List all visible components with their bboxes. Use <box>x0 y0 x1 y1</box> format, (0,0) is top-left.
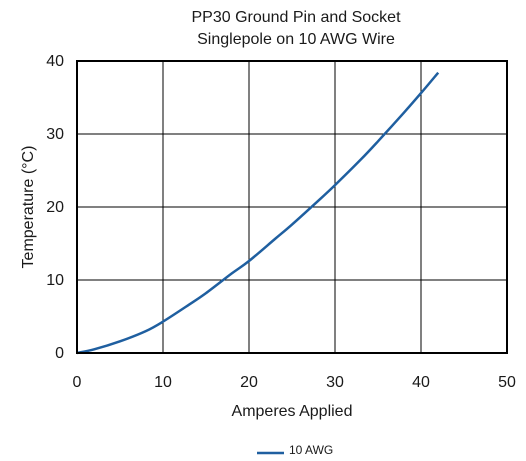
chart-title-line-1: PP30 Ground Pin and Socket <box>191 9 401 26</box>
x-tick-label-4: 40 <box>412 374 430 391</box>
y-tick-labels: 0 10 20 30 40 <box>46 53 64 362</box>
x-tick-label-3: 30 <box>326 374 344 391</box>
x-tick-labels: 0 10 20 30 40 50 <box>73 374 516 391</box>
y-tick-label-2: 20 <box>46 199 64 216</box>
x-tick-label-2: 20 <box>240 374 258 391</box>
x-tick-label-5: 50 <box>498 374 516 391</box>
x-tick-label-0: 0 <box>73 374 82 391</box>
y-tick-label-1: 10 <box>46 272 64 289</box>
y-tick-label-4: 40 <box>46 53 64 70</box>
legend: 10 AWG <box>257 443 333 457</box>
chart-title-line-2: Singlepole on 10 AWG Wire <box>197 31 395 48</box>
y-tick-label-0: 0 <box>55 345 64 362</box>
x-axis-label: Amperes Applied <box>232 403 353 420</box>
series-line-10-awg <box>76 71 440 355</box>
legend-label-10-awg: 10 AWG <box>289 443 333 457</box>
plot-frame <box>76 60 508 354</box>
y-tick-label-3: 30 <box>46 126 64 143</box>
y-axis-label: Temperature (°C) <box>20 146 37 269</box>
grid-lines <box>77 61 507 353</box>
x-tick-label-1: 10 <box>154 374 172 391</box>
